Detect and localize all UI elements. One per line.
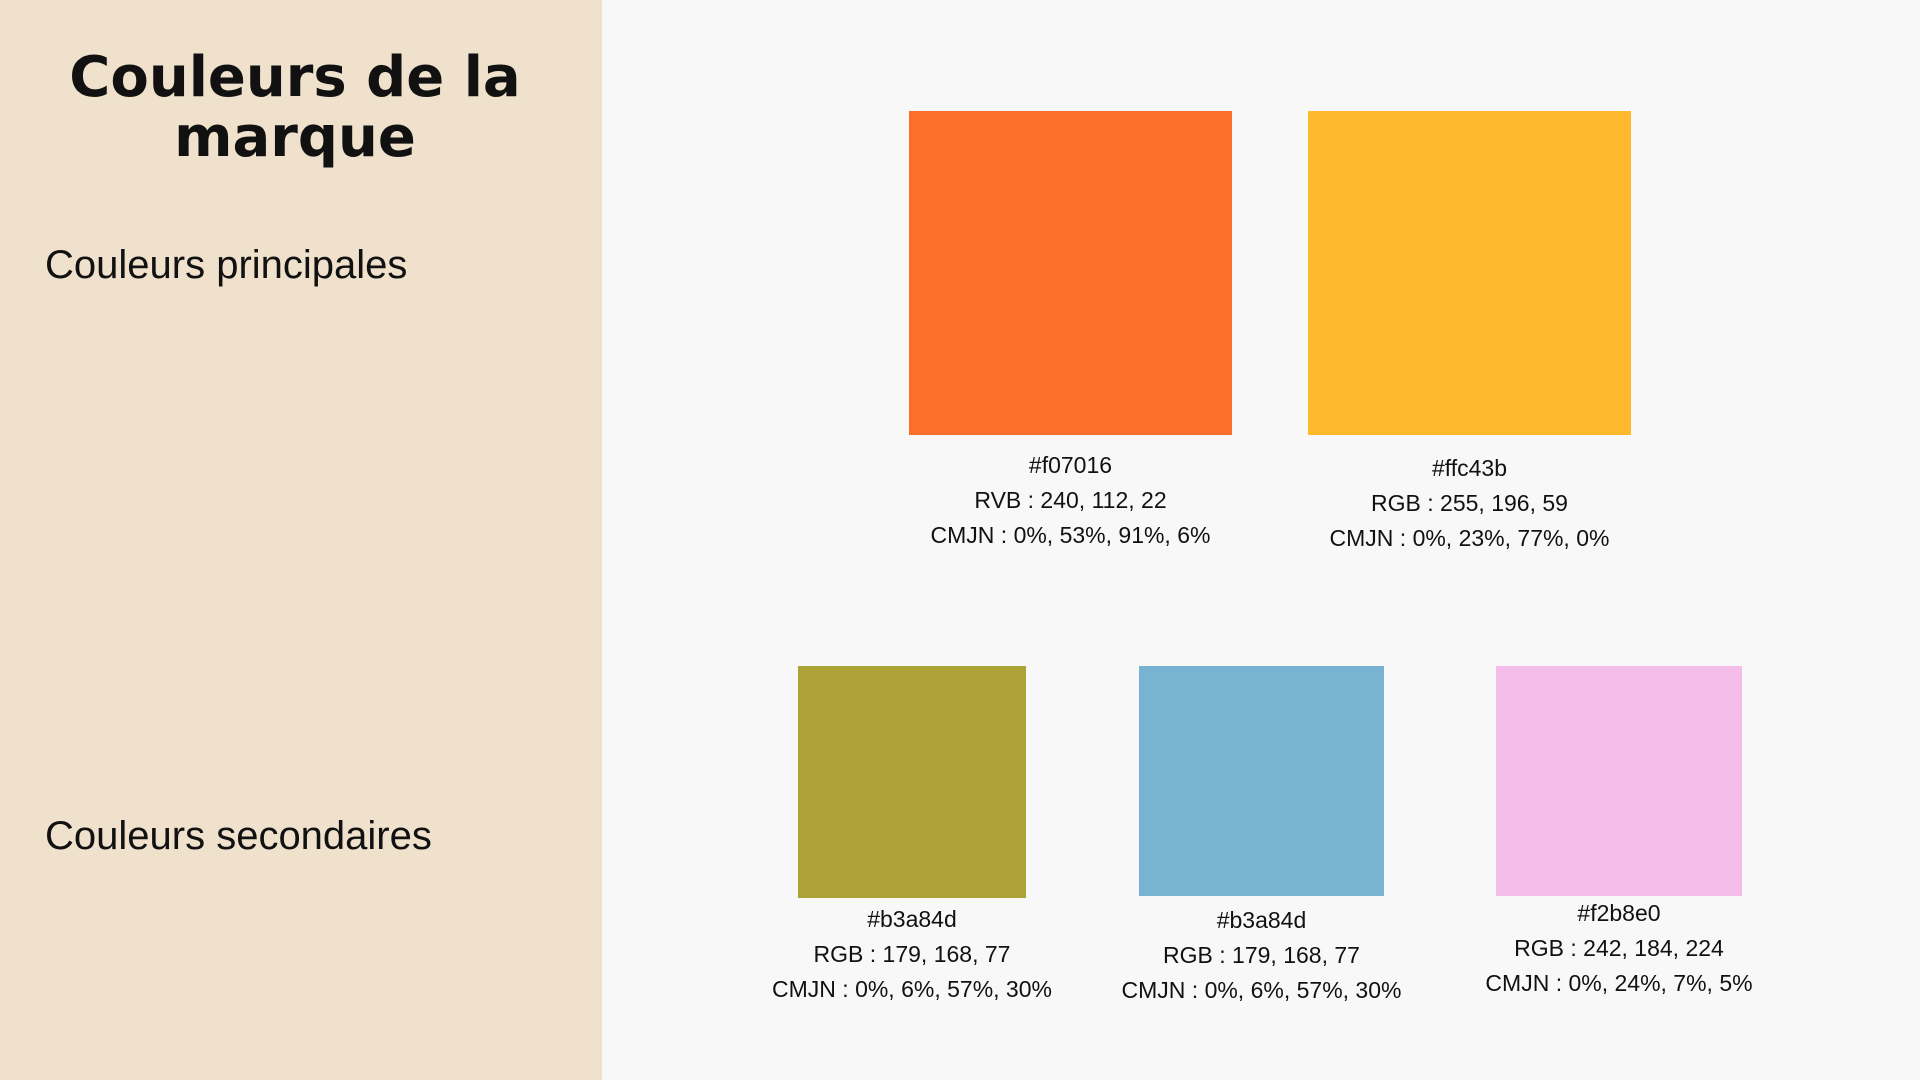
color-hex: #f07016 — [1028, 452, 1113, 478]
title: Couleurs de la marque — [69, 45, 521, 170]
color-cmyk: CMJN : 0%, 6%, 57%, 30% — [772, 976, 1052, 1002]
sidebar: Couleurs de la marque Couleurs principal… — [0, 0, 602, 1080]
color-hex: #f2b8e0 — [1577, 900, 1661, 926]
color-hex: #b3a84d — [867, 906, 957, 932]
color-cmyk: CMJN : 0%, 23%, 77%, 0% — [1329, 525, 1610, 551]
section-heading: Couleurs secondaires — [45, 814, 432, 858]
color-hex: #b3a84d — [1216, 907, 1307, 933]
color-rgb: RGB : 179, 168, 77 — [1163, 942, 1360, 968]
color-rgb: RGB : 242, 184, 224 — [1514, 935, 1724, 961]
color-swatch — [1308, 111, 1631, 435]
color-rgb: RVB : 240, 112, 22 — [974, 487, 1167, 513]
color-swatch — [909, 111, 1232, 435]
color-cmyk: CMJN : 0%, 53%, 91%, 6% — [930, 522, 1211, 548]
color-hex: #ffc43b — [1431, 455, 1508, 481]
color-swatch — [798, 666, 1026, 898]
section-heading: Couleurs principales — [45, 243, 408, 287]
color-cmyk: CMJN : 0%, 6%, 57%, 30% — [1121, 977, 1402, 1003]
color-rgb: RGB : 179, 168, 77 — [813, 941, 1011, 967]
color-swatch — [1496, 666, 1742, 896]
color-cmyk: CMJN : 0%, 24%, 7%, 5% — [1485, 970, 1753, 996]
color-swatch — [1139, 666, 1384, 896]
color-rgb: RGB : 255, 196, 59 — [1371, 490, 1568, 516]
